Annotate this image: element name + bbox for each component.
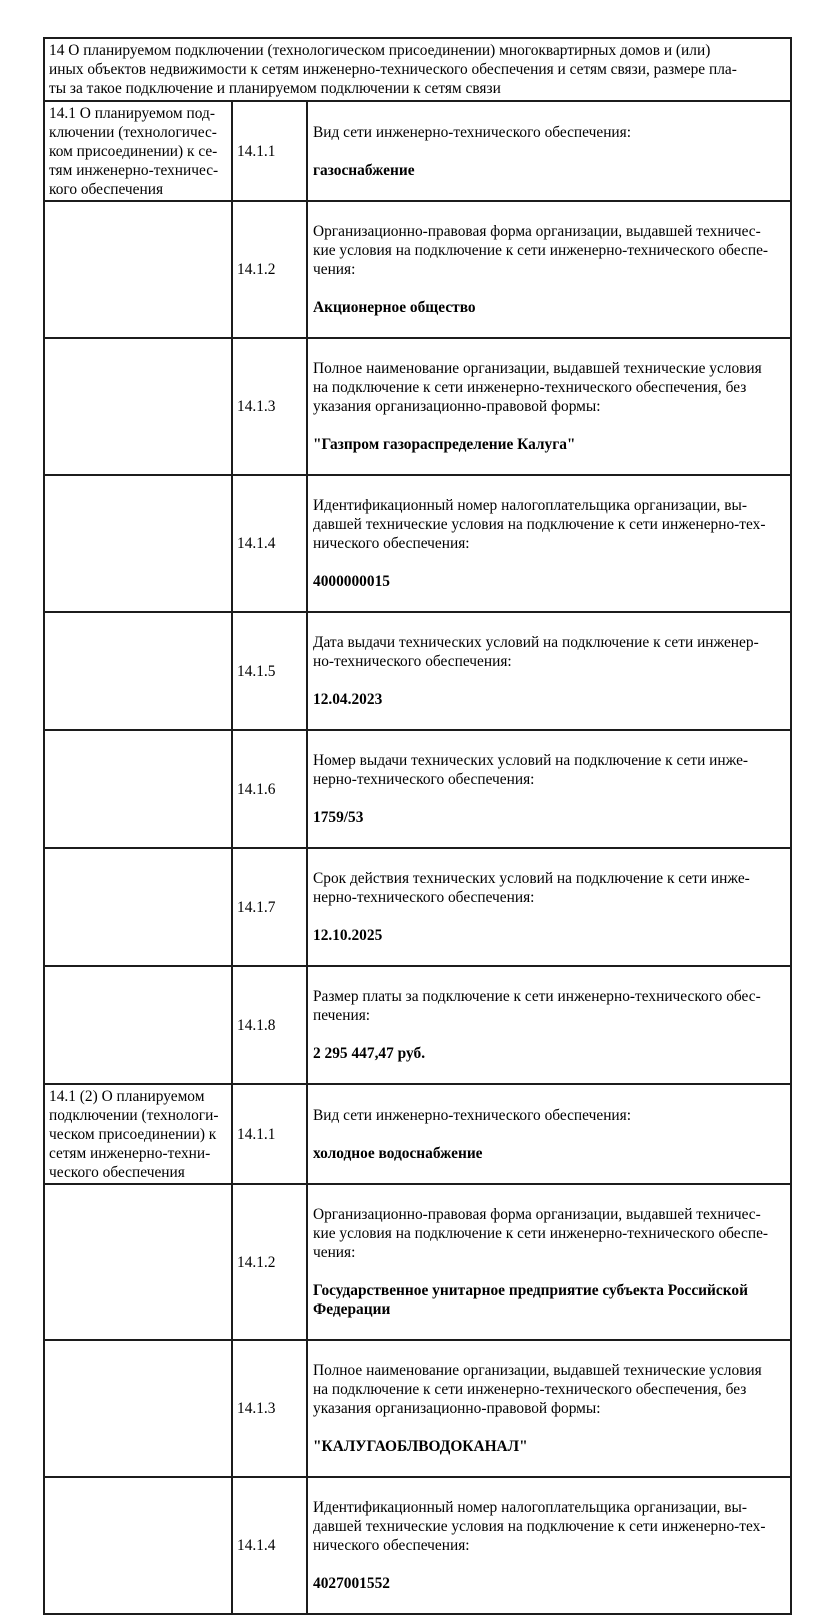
section-2-title-spacer	[43, 1339, 233, 1478]
row-content: Дата выдачи технических условий на подкл…	[305, 611, 793, 731]
row-label: Организационно-правовая форма организаци…	[313, 1206, 769, 1261]
row-label: Идентификационный номер налогоплательщик…	[313, 497, 766, 552]
row-content: Организационно-правовая форма организаци…	[305, 1183, 793, 1341]
row-code: 14.1.2	[231, 200, 308, 339]
row-code: 14.1.4	[231, 1476, 308, 1615]
section-1-title-spacer	[43, 965, 233, 1085]
row-label: Вид сети инженерно-технического обеспече…	[313, 1106, 632, 1124]
row-content: Идентификационный номер налогоплательщик…	[305, 474, 793, 613]
row-label: Дата выдачи технических условий на подкл…	[313, 634, 759, 670]
document-page: 14 О планируемом подключении (технологич…	[42, 37, 793, 1615]
row-label: Номер выдачи технических условий на подк…	[313, 752, 749, 788]
row-code: 14.1.3	[231, 1339, 308, 1478]
declaration-table: 14 О планируемом подключении (технологич…	[42, 37, 793, 1615]
section-1-title-spacer	[43, 611, 233, 731]
row-content: Вид сети инженерно-технического обеспече…	[305, 100, 793, 202]
row-content: Вид сети инженерно-технического обеспече…	[305, 1083, 793, 1185]
row-value: 12.04.2023	[313, 691, 383, 708]
row-value: 1759/53	[313, 809, 364, 826]
row-code: 14.1.5	[231, 611, 308, 731]
row-label: Организационно-правовая форма организаци…	[313, 223, 769, 278]
row-value: 4000000015	[313, 573, 390, 590]
section-2-title-spacer	[43, 1476, 233, 1615]
row-label: Полное наименование организации, выдавше…	[313, 1362, 762, 1417]
row-value: "КАЛУГАОБЛВОДОКАНАЛ"	[313, 1438, 528, 1455]
row-value: "Газпром газораспределение Калуга"	[313, 436, 576, 453]
section-1-title-spacer	[43, 474, 233, 613]
section-2-title: 14.1 (2) О планируемом подключении (техн…	[43, 1083, 233, 1185]
row-value: 2 295 447,47 руб.	[313, 1045, 426, 1062]
row-label: Полное наименование организации, выдавше…	[313, 360, 762, 415]
row-label: Вид сети инженерно-технического обеспече…	[313, 123, 632, 141]
row-content: Идентификационный номер налогоплательщик…	[305, 1476, 793, 1615]
row-content: Организационно-правовая форма организаци…	[305, 200, 793, 339]
row-value: 12.10.2025	[313, 927, 383, 944]
row-value: Акционерное общество	[313, 299, 476, 316]
section-1-title-spacer	[43, 847, 233, 967]
section-2-title-spacer	[43, 1183, 233, 1341]
row-code: 14.1.7	[231, 847, 308, 967]
row-label: Срок действия технических условий на под…	[313, 870, 750, 906]
row-label: Размер платы за подключение к сети инжен…	[313, 988, 761, 1024]
row-code: 14.1.4	[231, 474, 308, 613]
row-value: газоснабжение	[313, 161, 415, 179]
row-content: Размер платы за подключение к сети инжен…	[305, 965, 793, 1085]
row-content: Полное наименование организации, выдавше…	[305, 1339, 793, 1478]
row-content: Полное наименование организации, выдавше…	[305, 337, 793, 476]
section-1-title-spacer	[43, 200, 233, 339]
row-value: холодное водоснабжение	[313, 1144, 483, 1162]
row-content: Срок действия технических условий на под…	[305, 847, 793, 967]
row-content: Номер выдачи технических условий на подк…	[305, 729, 793, 849]
row-code: 14.1.1	[231, 1083, 308, 1185]
section-1-title-spacer	[43, 729, 233, 849]
row-code: 14.1.2	[231, 1183, 308, 1341]
row-label: Идентификационный номер налогоплательщик…	[313, 1499, 766, 1554]
section-1-title: 14.1 О планируемом под- ключении (технол…	[43, 100, 233, 202]
row-code: 14.1.1	[231, 100, 308, 202]
row-code: 14.1.3	[231, 337, 308, 476]
row-code: 14.1.8	[231, 965, 308, 1085]
section-1-title-spacer	[43, 337, 233, 476]
row-value: 4027001552	[313, 1575, 390, 1592]
section-14-heading: 14 О планируемом подключении (технологич…	[42, 37, 793, 102]
row-code: 14.1.6	[231, 729, 308, 849]
row-value: Государственное унитарное предприятие су…	[313, 1282, 748, 1318]
